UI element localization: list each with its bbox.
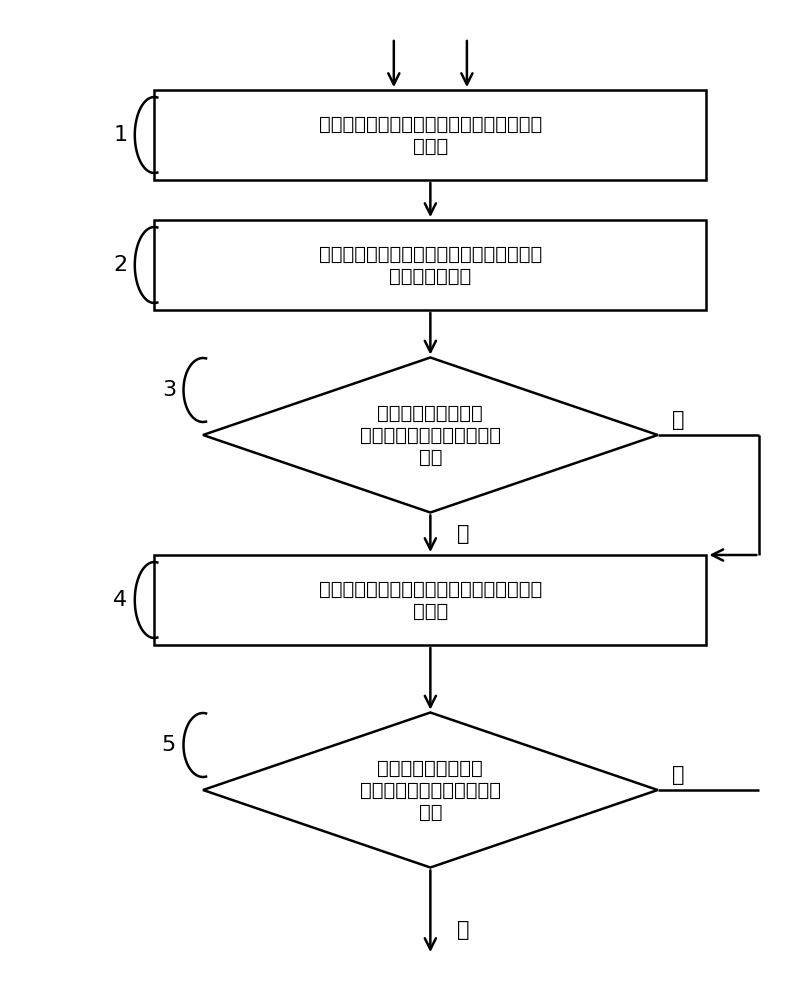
Text: 是: 是	[456, 920, 469, 940]
Text: 4: 4	[113, 590, 127, 610]
Text: 2: 2	[113, 255, 127, 275]
Polygon shape	[203, 712, 657, 867]
Text: 控制加热装置以第二设定功率对反应腔室进
行加热: 控制加热装置以第二设定功率对反应腔室进 行加热	[319, 580, 541, 620]
Text: 5: 5	[161, 735, 176, 755]
Bar	[154, 90, 706, 180]
Bar	[154, 555, 706, 645]
Text: 对反应腔室的温度进行检测，得出反应腔室
的当前腔室温度: 对反应腔室的温度进行检测，得出反应腔室 的当前腔室温度	[319, 244, 541, 286]
Bar	[154, 220, 706, 310]
Text: 判断反应腔室的当前
腔室温度是否大于第一设定
温度: 判断反应腔室的当前 腔室温度是否大于第一设定 温度	[359, 403, 500, 466]
Text: 1: 1	[113, 125, 127, 145]
Text: 控制加热装置以第一设定功率对反应腔室进
行加热: 控制加热装置以第一设定功率对反应腔室进 行加热	[319, 114, 541, 155]
Text: 否: 否	[671, 765, 684, 785]
Polygon shape	[203, 358, 657, 513]
Text: 3: 3	[161, 380, 176, 400]
Text: 是: 是	[456, 524, 469, 544]
Text: 判断反应腔室的当前
腔室温度是否小于第二设定
温度: 判断反应腔室的当前 腔室温度是否小于第二设定 温度	[359, 758, 500, 822]
Text: 否: 否	[671, 410, 684, 430]
